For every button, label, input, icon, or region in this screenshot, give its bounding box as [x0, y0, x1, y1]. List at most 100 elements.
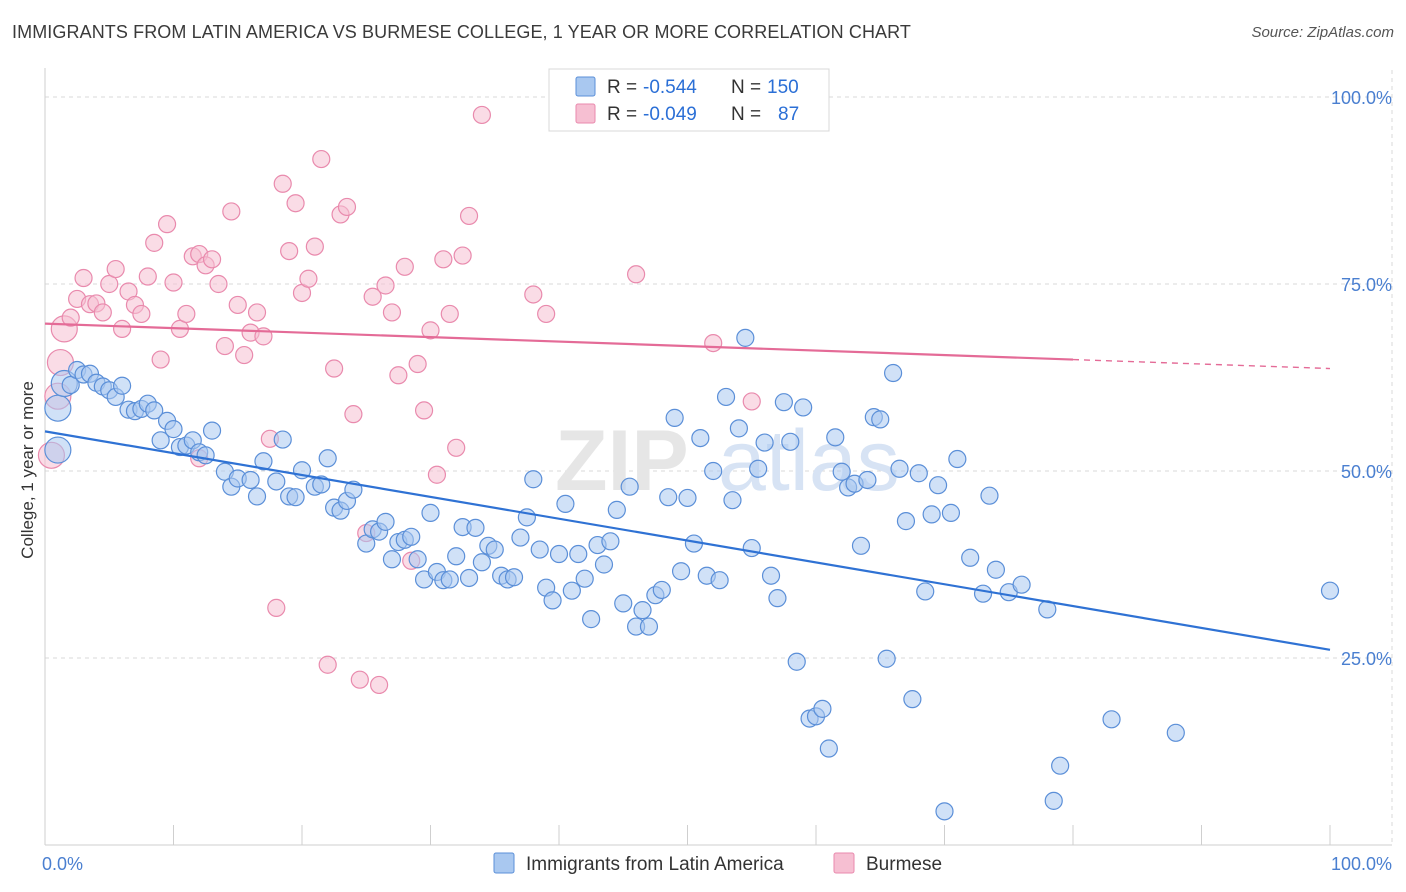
burmese-point-51 [363, 287, 382, 306]
latin-america-point-148 [1320, 581, 1340, 600]
latin-america-point-52 [408, 550, 427, 569]
latin-america-point-109 [774, 393, 793, 412]
latin-america-point-25 [202, 421, 222, 440]
latin-america-point-84 [614, 594, 633, 613]
burmese-point-15 [132, 304, 151, 324]
latin-america-point-68 [511, 528, 530, 547]
latin-america-point-103 [736, 328, 755, 347]
burmese-point-56 [395, 257, 414, 276]
latin-america-point-124 [871, 410, 890, 429]
latin-america-point-77 [569, 544, 588, 564]
latin-america-point-29 [241, 470, 260, 490]
burmese-point-31 [235, 345, 254, 365]
latin-america-point-142 [1012, 575, 1031, 594]
burmese-point-60 [421, 321, 440, 340]
burmese-point-9 [93, 303, 112, 322]
burmese-point-68 [524, 285, 543, 304]
latin-america-point-16 [145, 401, 164, 420]
latin-america-point-115 [813, 699, 832, 718]
y-tick-label-2: 50.0% [1341, 462, 1392, 482]
burmese-point-48 [344, 405, 363, 424]
latin-america-point-102 [729, 419, 749, 438]
latin-america-point-33 [273, 430, 292, 449]
burmese-point-36 [267, 598, 286, 617]
legend-n-value-2: 87 [778, 104, 799, 125]
latin-america-point-82 [601, 532, 620, 551]
latin-america-point-127 [890, 459, 909, 478]
latin-america-point-139 [980, 486, 999, 505]
latin-america-point-125 [877, 649, 896, 668]
burmese-point-28 [215, 336, 234, 356]
latin-america-point-117 [826, 428, 845, 447]
latin-america-point-30 [247, 487, 267, 506]
latin-america-point-106 [755, 433, 774, 452]
latin-america-point-79 [582, 610, 601, 629]
latin-america-point-88 [639, 617, 659, 636]
latin-america-point-1 [44, 394, 72, 422]
latin-america-point-73 [543, 591, 562, 610]
burmese-point-41 [299, 269, 318, 288]
burmese-point-10 [100, 274, 119, 294]
legend-r-value-1: -0.544 [643, 77, 697, 98]
legend: R = -0.544 N = 150 R = -0.049 N = 87 [548, 68, 830, 132]
burmese-point-39 [286, 194, 305, 213]
latin-america-point-48 [382, 550, 402, 569]
y-tick-label-1: 75.0% [1341, 275, 1392, 295]
legend-n-label-1: N = [731, 77, 761, 98]
burmese-point-44 [318, 655, 337, 674]
legend-n-label-2: N = [731, 104, 761, 125]
x-tick-labels: 0.0% 100.0% [42, 854, 1392, 874]
latin-america-point-137 [961, 548, 980, 567]
latin-america-point-99 [710, 571, 729, 590]
burmese-point-16 [138, 267, 157, 286]
chart-source: Source: ZipAtlas.com [1251, 24, 1394, 41]
bottom-legend-label-pink: Burmese [866, 854, 942, 875]
burmese-point-63 [440, 304, 459, 324]
latin-america-point-76 [562, 581, 581, 600]
burmese-trendline [44, 322, 1074, 361]
burmese-point-47 [337, 197, 357, 217]
latin-america-point-83 [607, 500, 626, 519]
latin-america-trendline [44, 430, 1331, 651]
latin-america-point-93 [671, 562, 691, 581]
burmese-point-49 [350, 670, 369, 689]
latin-america-point-92 [665, 408, 684, 427]
watermark-atlas: atlas [718, 413, 900, 509]
latin-america-points [44, 328, 1340, 821]
latin-america-point-134 [935, 802, 954, 821]
legend-r-label-2: R = [607, 104, 637, 125]
latin-america-point-74 [549, 544, 569, 564]
latin-america-point-105 [749, 459, 768, 478]
latin-america-point-39 [318, 449, 337, 468]
latin-america-point-135 [941, 503, 961, 522]
latin-america-point-78 [575, 569, 594, 588]
latin-america-point-47 [376, 512, 395, 531]
burmese-point-26 [202, 250, 222, 269]
bottom-legend: Immigrants from Latin America Burmese [493, 852, 942, 875]
latin-america-point-98 [704, 461, 723, 481]
latin-america-point-87 [633, 601, 652, 620]
burmese-trendline-extension [1072, 358, 1331, 370]
burmese-point-12 [112, 319, 132, 338]
latin-america-point-24 [196, 446, 215, 465]
legend-n-value-1: 150 [767, 77, 799, 98]
burmese-point-55 [389, 366, 408, 385]
burmese-point-6 [74, 268, 93, 288]
latin-america-point-11 [112, 376, 132, 395]
legend-r-value-2: -0.049 [643, 104, 697, 125]
latin-america-point-130 [909, 464, 928, 483]
burmese-point-11 [106, 259, 125, 279]
legend-swatch-blue [575, 76, 596, 97]
latin-america-point-129 [903, 690, 922, 709]
latin-america-point-133 [928, 476, 948, 495]
legend-swatch-pink [575, 103, 596, 124]
latin-america-point-32 [267, 472, 286, 491]
latin-america-point-147 [1166, 723, 1185, 742]
latin-america-point-118 [832, 462, 851, 481]
latin-america-point-145 [1051, 756, 1070, 775]
latin-america-point-131 [916, 582, 935, 601]
latin-america-point-126 [883, 363, 903, 383]
y-tick-label-3: 25.0% [1341, 649, 1392, 669]
latin-america-point-35 [286, 488, 305, 507]
bottom-legend-swatch-blue [493, 852, 515, 874]
